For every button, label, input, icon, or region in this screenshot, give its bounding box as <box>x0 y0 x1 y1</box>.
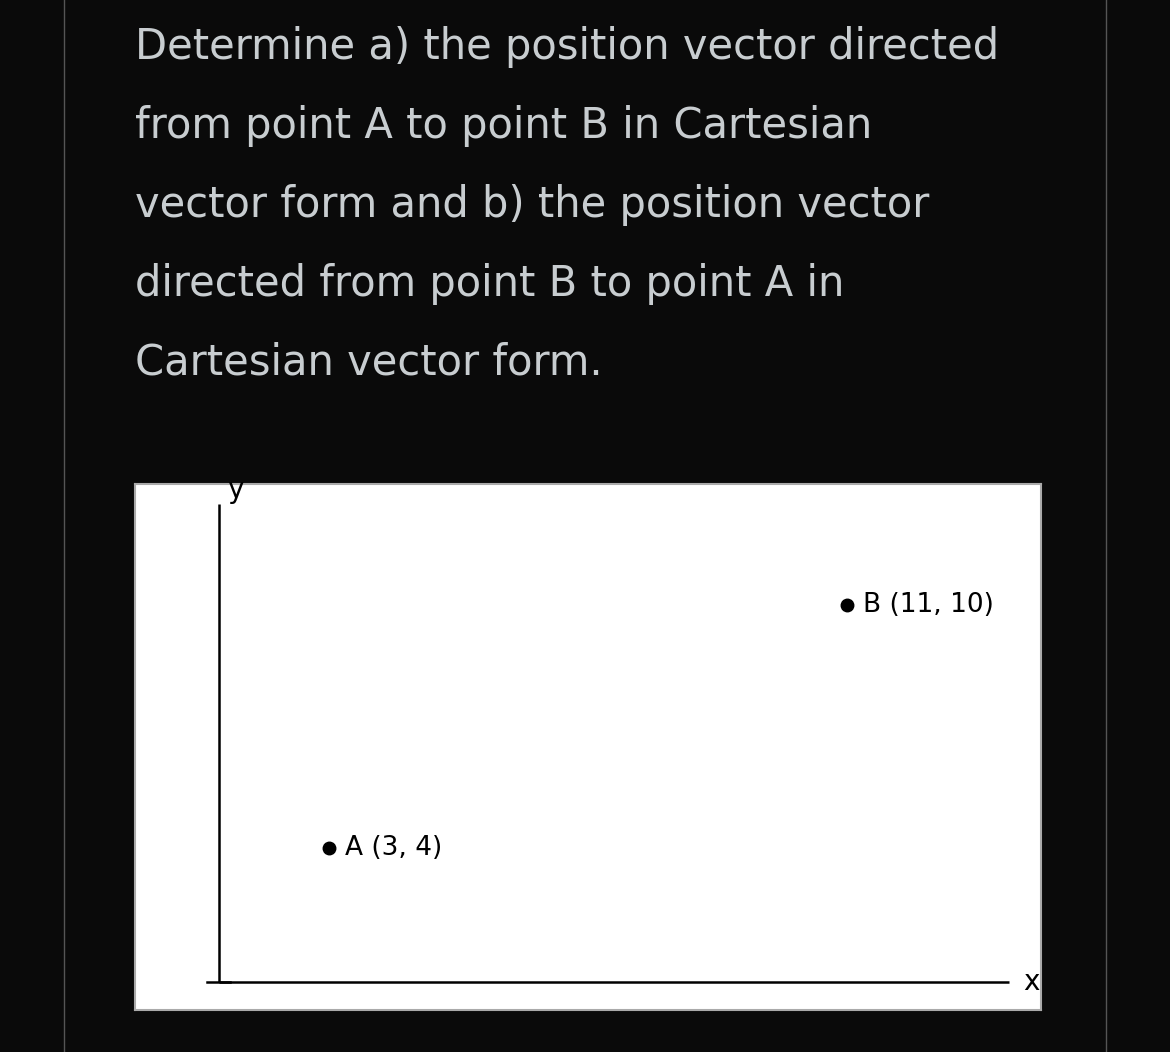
Text: Cartesian vector form.: Cartesian vector form. <box>135 342 603 384</box>
Text: B (11, 10): B (11, 10) <box>863 592 994 619</box>
Text: vector form and b) the position vector: vector form and b) the position vector <box>135 184 929 226</box>
Text: directed from point B to point A in: directed from point B to point A in <box>135 263 844 305</box>
Text: y: y <box>227 476 243 504</box>
Text: Determine a) the position vector directed: Determine a) the position vector directe… <box>135 26 999 68</box>
Text: from point A to point B in Cartesian: from point A to point B in Cartesian <box>135 105 872 147</box>
Text: A (3, 4): A (3, 4) <box>345 835 442 862</box>
Text: x: x <box>1024 968 1040 995</box>
